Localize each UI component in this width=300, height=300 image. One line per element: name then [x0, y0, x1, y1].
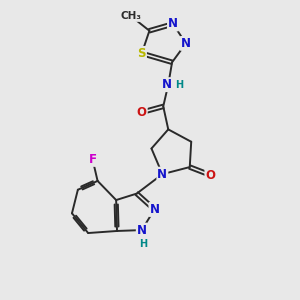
Text: F: F — [88, 153, 97, 166]
Text: N: N — [137, 224, 147, 237]
Text: H: H — [176, 80, 184, 90]
Text: CH₃: CH₃ — [120, 11, 141, 21]
Text: O: O — [137, 106, 147, 119]
Text: S: S — [137, 47, 146, 60]
Text: N: N — [158, 168, 167, 181]
Text: H: H — [139, 239, 147, 249]
Text: N: N — [162, 78, 172, 91]
Text: N: N — [149, 203, 159, 216]
Text: N: N — [168, 17, 178, 31]
Text: O: O — [206, 169, 215, 182]
Text: N: N — [181, 37, 191, 50]
